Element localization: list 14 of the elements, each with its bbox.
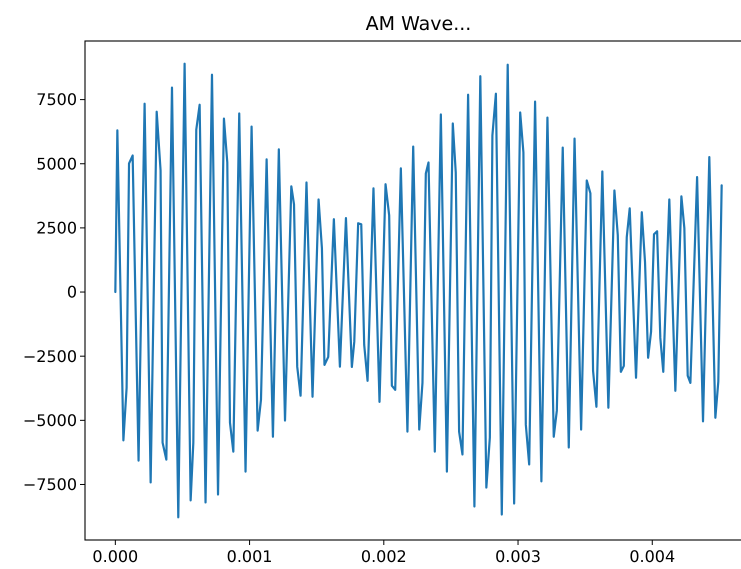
y-tick-label: 0 [66,282,77,302]
y-tick-label: −5000 [22,410,77,430]
y-tick-label: −7500 [22,475,77,494]
x-tick-label: 0.001 [226,547,272,566]
y-tick-label: 5000 [36,154,77,174]
x-tick-label: 0.002 [360,547,407,566]
y-tick-label: 7500 [36,90,77,110]
line-series [114,62,723,518]
x-tick-label: 0.004 [629,547,676,566]
y-tick-label: 2500 [36,218,77,238]
x-tick-label: 0.003 [495,547,541,566]
chart-title: AM Wave... [366,13,472,35]
y-tick-label: −2500 [22,346,77,366]
x-tick-label: 0.000 [92,547,138,566]
